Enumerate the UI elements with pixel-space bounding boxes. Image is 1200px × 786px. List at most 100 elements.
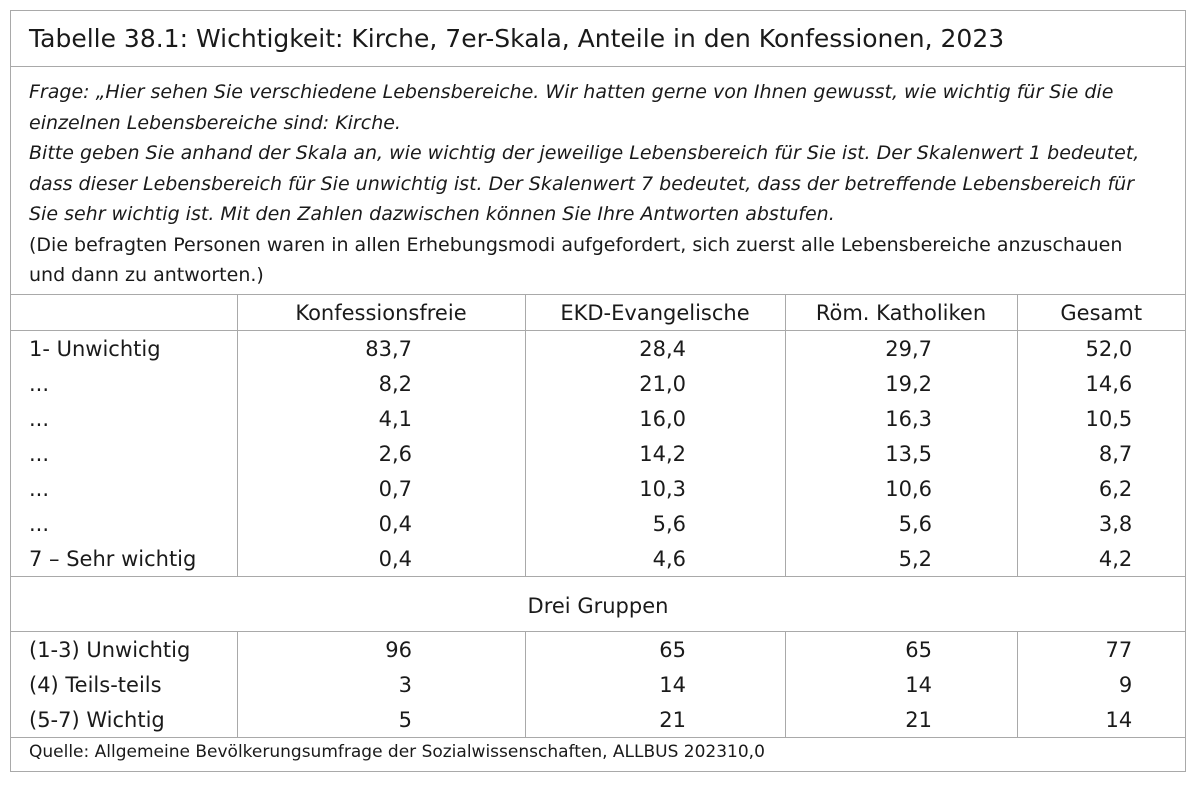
value-cell: 10,5 — [1016, 401, 1185, 436]
question-text: Frage: „Hier sehen Sie verschiedene Lebe… — [11, 67, 1185, 295]
cell-value: 0,7 — [378, 476, 412, 501]
value-cell: 16,0 — [524, 401, 785, 436]
value-cell: 0,7 — [236, 471, 525, 506]
cell-value: 21 — [905, 707, 932, 732]
table-row: (5-7) Wichtig 5 21 21 14 — [11, 702, 1185, 738]
cell-value: 3 — [398, 672, 412, 697]
table-row: ... 8,2 21,0 19,2 14,6 — [11, 366, 1185, 401]
value-cell: 5 — [236, 702, 525, 738]
cell-value: 5,6 — [898, 511, 932, 536]
value-cell: 14,2 — [524, 436, 785, 471]
cell-value: 9 — [1118, 672, 1133, 697]
cell-value: 65 — [659, 637, 686, 662]
value-cell: 5,2 — [784, 541, 1017, 577]
table-row: 1- Unwichtig 83,7 28,4 29,7 52,0 — [11, 330, 1185, 366]
value-cell: 4,6 — [524, 541, 785, 577]
cell-value: 52,0 — [1085, 336, 1133, 361]
value-cell: 21,0 — [524, 366, 785, 401]
group-rows: (1-3) Unwichtig 96 65 65 77 (4) Teils-teils 3 1… — [11, 631, 1185, 738]
cell-value: 0,4 — [378, 511, 412, 536]
row-label: ... — [29, 371, 50, 396]
cell-value: 83,7 — [365, 336, 412, 361]
table-title: Tabelle 38.1: Wichtigkeit: Kirche, 7er-S… — [11, 11, 1185, 67]
value-cell: 14 — [524, 667, 785, 702]
row-label: (4) Teils-teils — [29, 672, 162, 697]
cell-value: 29,7 — [885, 336, 932, 361]
table-row: (4) Teils-teils 3 14 14 9 — [11, 667, 1185, 702]
cell-value: 21,0 — [639, 371, 686, 396]
value-cell: 9 — [1016, 667, 1185, 702]
value-cell: 6,2 — [1016, 471, 1185, 506]
table-row: (1-3) Unwichtig 96 65 65 77 — [11, 631, 1185, 667]
value-cell: 19,2 — [784, 366, 1017, 401]
row-label: (1-3) Unwichtig — [29, 637, 191, 662]
cell-value: 5,6 — [652, 511, 686, 536]
cell-value: 19,2 — [885, 371, 932, 396]
value-cell: 10,3 — [524, 471, 785, 506]
value-cell: 0,4 — [236, 541, 525, 577]
cell-value: 65 — [905, 637, 932, 662]
cell-value: 10,6 — [885, 476, 932, 501]
row-label: (5-7) Wichtig — [11, 702, 237, 738]
cell-value: 5,2 — [898, 546, 932, 571]
group-heading-row: Drei Gruppen — [11, 576, 1185, 632]
cell-value: 8,7 — [1098, 441, 1133, 466]
row-label: ... — [29, 406, 50, 431]
question-line: dass dieser Lebensbereich für Sie unwich… — [29, 172, 1135, 195]
value-cell: 8,2 — [236, 366, 525, 401]
value-cell: 77 — [1016, 631, 1185, 667]
value-cell: 65 — [784, 631, 1017, 667]
cell-value: 14 — [905, 672, 932, 697]
cell-value: 77 — [1105, 637, 1133, 662]
value-cell: 0,4 — [236, 506, 525, 541]
cell-value: 16,0 — [639, 406, 686, 431]
cell-value: 4,2 — [1098, 546, 1133, 571]
scale-rows: 1- Unwichtig 83,7 28,4 29,7 52,0... 8,2 21,0 19… — [11, 330, 1185, 577]
cell-value: 14 — [659, 672, 686, 697]
cell-value: 10,5 — [1085, 406, 1133, 431]
value-cell: 5,6 — [784, 506, 1017, 541]
cell-value: 0,4 — [378, 546, 412, 571]
column-header-katholiken: Röm. Katholiken — [784, 295, 1017, 331]
question-line: einzelnen Lebensbereiche sind: Kirche. — [29, 111, 401, 134]
question-line: Frage: „Hier sehen Sie verschiedene Lebe… — [29, 81, 1114, 103]
cell-value: 28,4 — [639, 336, 686, 361]
value-cell: 2,6 — [236, 436, 525, 471]
column-header-konfessionsfreie: Konfessionsfreie — [236, 295, 525, 331]
row-label: ... — [29, 476, 50, 501]
cell-value: 6,2 — [1098, 476, 1133, 501]
question-line: Bitte geben Sie anhand der Skala an, wie… — [29, 142, 1140, 164]
cell-value: 14,6 — [1085, 371, 1133, 396]
header-empty-cell — [11, 295, 237, 331]
value-cell: 21 — [784, 702, 1017, 738]
cell-value: 3,8 — [1098, 511, 1133, 536]
column-header-gesamt: Gesamt — [1016, 295, 1185, 331]
data-table: Konfessionsfreie EKD-Evangelische Röm. K… — [11, 295, 1185, 738]
cell-value: 8,2 — [378, 371, 412, 396]
group-heading: Drei Gruppen — [11, 576, 1185, 632]
question-note-line: (Die befragten Personen waren in allen E… — [29, 233, 1123, 256]
value-cell: 16,3 — [784, 401, 1017, 436]
question-line: Sie sehr wichtig ist. Mit den Zahlen daz… — [29, 203, 835, 225]
value-cell: 13,5 — [784, 436, 1017, 471]
table-row: ... 4,1 16,0 16,3 10,5 — [11, 401, 1185, 436]
cell-value: 14,2 — [639, 441, 686, 466]
value-cell: 14 — [1016, 702, 1185, 738]
cell-value: 2,6 — [378, 441, 412, 466]
value-cell: 21 — [524, 702, 785, 738]
cell-value: 4,6 — [652, 546, 686, 571]
cell-value: 16,3 — [885, 406, 932, 431]
table-row: ... 2,6 14,2 13,5 8,7 — [11, 436, 1185, 471]
value-cell: 10,6 — [784, 471, 1017, 506]
value-cell: 96 — [236, 631, 525, 667]
value-cell: 3 — [236, 667, 525, 702]
value-cell: 5,6 — [524, 506, 785, 541]
cell-value: 10,3 — [639, 476, 686, 501]
table-row: ... 0,4 5,6 5,6 3,8 — [11, 506, 1185, 541]
cell-value: 5 — [398, 707, 412, 732]
value-cell: 3,8 — [1016, 506, 1185, 541]
source-note: Quelle: Allgemeine Bevölkerungsumfrage d… — [29, 742, 765, 762]
row-label: 7 – Sehr wichtig — [11, 541, 237, 577]
value-cell: 28,4 — [524, 330, 785, 366]
table-header-row: Konfessionsfreie EKD-Evangelische Röm. K… — [11, 295, 1185, 331]
